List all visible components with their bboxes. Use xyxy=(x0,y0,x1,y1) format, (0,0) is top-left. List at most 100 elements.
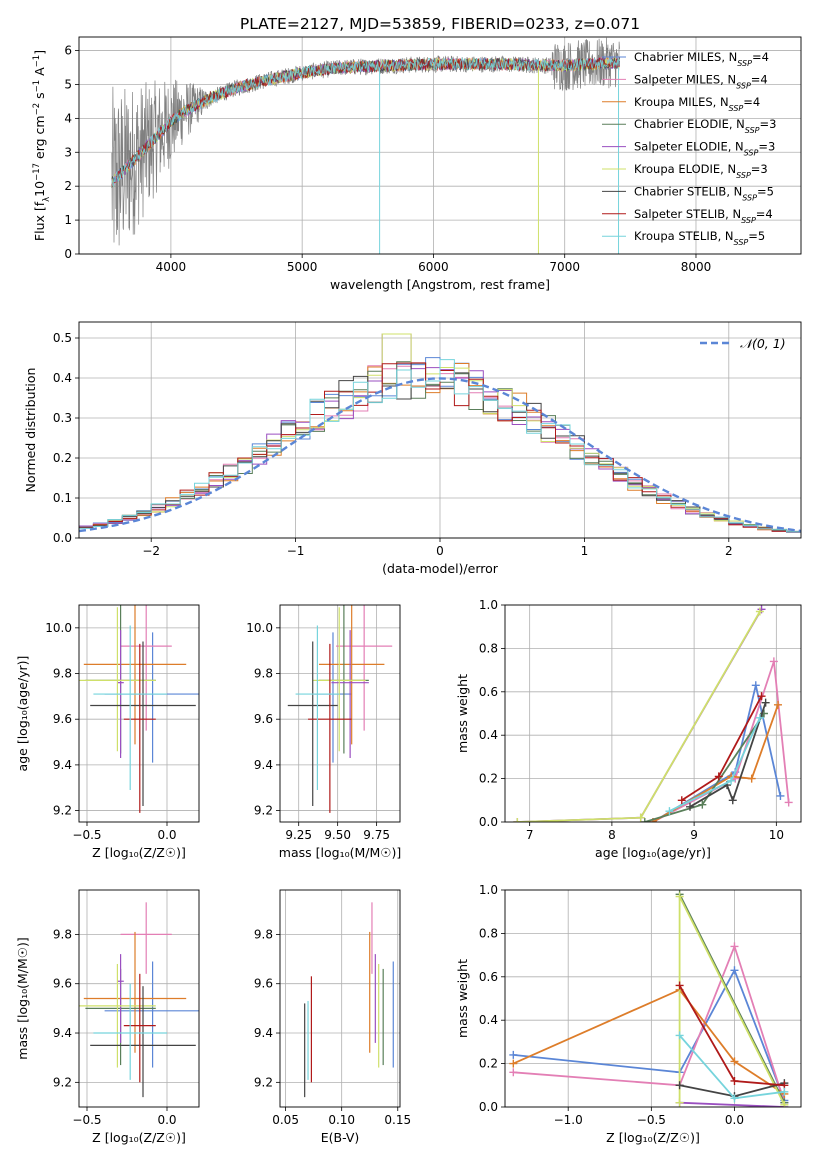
spectrum-xlabel: wavelength [Angstrom, rest frame] xyxy=(330,277,550,292)
spectrum-ylabel-part: −2 xyxy=(32,103,42,116)
weight-marker xyxy=(761,698,770,707)
residuals-xtick-label: 0 xyxy=(436,544,444,558)
mass_vs_Z-plot-area xyxy=(79,902,199,1098)
legend-label: Kroupa STELIB, NSSP=5 xyxy=(634,229,765,247)
age_vs_Z-xtick-label: −0.5 xyxy=(72,828,101,842)
age_vs_Z-ylabel: age [log₁₀(age/yr)] xyxy=(15,656,30,772)
spectrum-model-line xyxy=(111,57,620,188)
age_vs_Z-xtick-label: 0.0 xyxy=(157,828,176,842)
weight_vs_Z-xtick-label: −1.0 xyxy=(554,1113,583,1127)
legend-label-part: Salpeter MILES, N xyxy=(634,72,736,86)
weight_vs_Z-xtick-label: −0.5 xyxy=(637,1113,666,1127)
mass_vs_Z-ytick-label: 9.2 xyxy=(53,1075,72,1089)
age_vs_Z-ytick-label: 9.2 xyxy=(53,804,72,818)
legend-label-part: SSP xyxy=(744,148,759,157)
spectrum-model-line xyxy=(111,56,620,188)
weight-marker xyxy=(755,607,764,616)
mass_vs_Z-ylabel: mass [log₁₀(M/M☉)] xyxy=(15,937,30,1059)
residuals-xtick-label: 2 xyxy=(725,544,733,558)
mass_vs_EBV-xtick-label: 0.15 xyxy=(384,1113,411,1127)
legend-label: Chabrier ELODIE, NSSP=3 xyxy=(634,117,776,135)
legend-label: Kroupa ELODIE, NSSP=3 xyxy=(634,162,768,180)
mass_vs_EBV-xtick-label: 0.05 xyxy=(272,1113,299,1127)
weight-line xyxy=(512,988,785,1095)
legend-label-part: Chabrier ELODIE, N xyxy=(634,117,745,131)
residuals-ytick-label: 0.3 xyxy=(53,411,72,425)
residuals-ytick-label: 0.2 xyxy=(53,451,72,465)
spectrum-ytick-label: 4 xyxy=(64,111,72,125)
mass_vs_Z-xtick-label: −0.5 xyxy=(72,1113,101,1127)
weight_vs_age-ytick-label: 0.0 xyxy=(479,815,498,829)
residuals-ytick-label: 0.4 xyxy=(53,371,72,385)
weight-marker xyxy=(784,798,793,807)
legend-label-part: =4 xyxy=(743,95,760,109)
weight-line xyxy=(678,893,786,1104)
weight-marker xyxy=(509,1059,518,1068)
residual-histogram xyxy=(79,359,801,533)
weight-marker xyxy=(751,681,760,690)
spectrum-ytick-label: 2 xyxy=(64,179,72,193)
age_vs_mass-xtick-label: 9.25 xyxy=(285,828,312,842)
mass_vs_EBV-ytick-label: 9.4 xyxy=(254,1026,273,1040)
age_vs_mass-ytick-label: 9.2 xyxy=(254,804,273,818)
legend-label-part: =4 xyxy=(752,50,769,64)
weight-marker xyxy=(730,1094,739,1103)
age_vs_Z-ytick-label: 9.4 xyxy=(53,758,72,772)
spectrum-frame xyxy=(78,36,802,255)
spectrum-ylabel-part: erg cm xyxy=(32,115,47,163)
spectrum-ytick-label: 3 xyxy=(64,145,72,159)
spectrum-xtick-label: 7000 xyxy=(549,260,580,274)
legend-label: Kroupa MILES, NSSP=4 xyxy=(634,95,760,113)
spectrum-model-line xyxy=(111,55,620,184)
weight_vs_Z-frame xyxy=(504,889,802,1108)
legend-label: Salpeter ELODIE, NSSP=3 xyxy=(634,140,775,158)
residuals-ytick-label: 0.5 xyxy=(53,331,72,345)
weight-marker xyxy=(780,1100,789,1107)
spectrum-plot-area xyxy=(111,37,621,254)
weight-line xyxy=(669,717,761,812)
weight-marker xyxy=(636,813,645,822)
mass_vs_EBV-frame xyxy=(279,889,401,1108)
weight-line xyxy=(517,611,761,822)
legend-label-part: Kroupa MILES, N xyxy=(634,95,729,109)
weight-marker xyxy=(675,1031,684,1040)
legend-label-part: =3 xyxy=(760,117,777,131)
age_vs_mass-frame xyxy=(279,604,401,823)
legend-label-part: =3 xyxy=(758,140,775,154)
weight-line xyxy=(513,968,786,1101)
age_vs_Z-plot-area xyxy=(79,605,199,813)
weight-line xyxy=(679,1101,785,1107)
weight-marker xyxy=(728,796,737,805)
weight_vs_age-xtick-label: 10 xyxy=(769,828,784,842)
weight_vs_Z-xtick-label: 0.0 xyxy=(725,1113,744,1127)
weight-line xyxy=(689,702,767,808)
legend-label-part: SSP xyxy=(736,171,751,180)
mass_vs_EBV-plot-area xyxy=(304,902,394,1098)
residuals-ytick-label: 0.1 xyxy=(53,491,72,505)
weight_vs_age-frame xyxy=(504,604,802,823)
figure-title: PLATE=2127, MJD=53859, FIBERID=0233, z=0… xyxy=(240,15,640,33)
weight-marker xyxy=(509,1050,518,1059)
legend-label-part: =4 xyxy=(756,207,773,221)
legend-label-part: Salpeter STELIB, N xyxy=(634,207,741,221)
age_vs_mass-ytick-label: 10.0 xyxy=(246,621,273,635)
spectrum-model-line xyxy=(111,57,620,187)
legend-label: Salpeter MILES, NSSP=4 xyxy=(634,72,768,90)
mass_vs_EBV-panel: 0.05 0.10 0.15 9.2 9.4 9.6 9.8 E(B-V) xyxy=(254,889,411,1145)
mass_vs_Z-xtick-label: 0.0 xyxy=(157,1113,176,1127)
weight_vs_age-ytick-label: 0.2 xyxy=(479,772,498,786)
weight-marker xyxy=(730,966,739,975)
weight_vs_Z-ytick-label: 0.2 xyxy=(479,1057,498,1071)
spectrum-ylabel-part: ] xyxy=(32,50,47,55)
legend-label-part: SSP xyxy=(736,81,751,90)
weight_vs_Z-ylabel: mass weight xyxy=(455,959,470,1038)
spectrum-model-line xyxy=(111,57,620,183)
spectrum-ytick-label: 0 xyxy=(64,247,72,261)
spectrum-ylabel-part: 10 xyxy=(32,181,47,197)
legend-label-part: =5 xyxy=(757,184,774,198)
age_vs_mass-plot-area xyxy=(287,605,393,813)
spectrum-ylabel-part: λ xyxy=(42,197,52,202)
weight_vs_age-plot-area xyxy=(513,605,793,822)
weight_vs_Z-ytick-label: 0.0 xyxy=(479,1100,498,1114)
